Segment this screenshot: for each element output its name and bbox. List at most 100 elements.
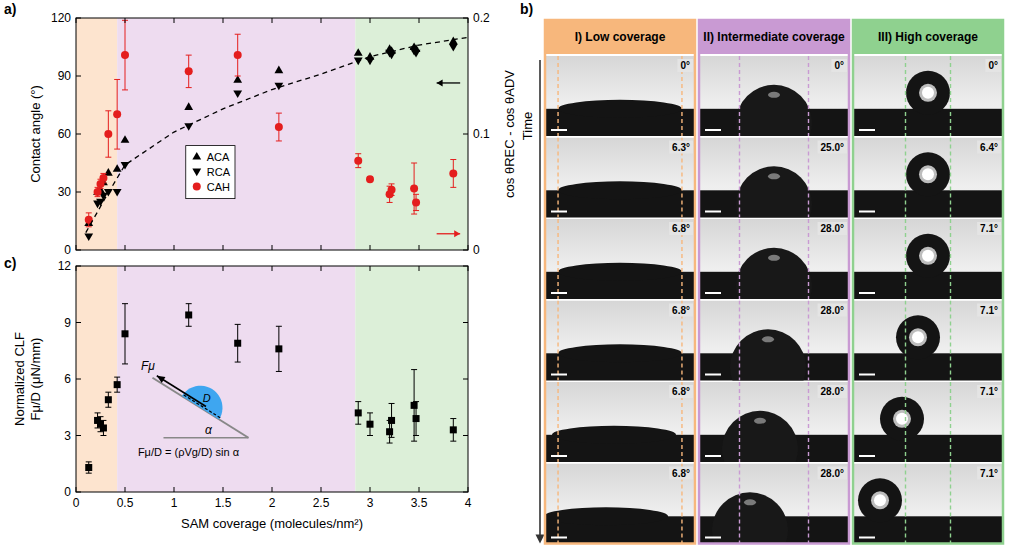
point	[387, 52, 396, 60]
point	[275, 123, 283, 131]
x-tick	[272, 266, 273, 271]
tilt-angle-patch	[818, 304, 847, 317]
x-tick	[174, 487, 175, 492]
x-tick	[223, 245, 224, 250]
droplet	[906, 234, 950, 278]
error-bar	[122, 20, 128, 90]
tilt-angle-patch	[677, 59, 693, 72]
legend-marker	[192, 169, 201, 177]
droplet	[896, 315, 940, 359]
time-arrow-head	[536, 535, 545, 544]
reference-line	[905, 301, 906, 381]
tilt-angle: 7.1°	[980, 223, 998, 234]
x-tick	[223, 487, 224, 492]
x-tick	[174, 266, 175, 271]
error-bar	[100, 173, 106, 182]
tilt-angle: 28.0°	[821, 305, 844, 316]
y-tick-label: 12	[58, 259, 72, 273]
point	[184, 102, 193, 110]
droplet-highlight	[871, 491, 889, 509]
point	[450, 426, 457, 433]
legend: ACARCACAH	[186, 146, 235, 199]
column-title: III) High coverage	[878, 30, 978, 44]
error-bar	[276, 113, 282, 141]
droplet-highlight	[874, 494, 886, 506]
droplet-highlight	[912, 331, 924, 343]
droplet-highlight	[909, 328, 927, 346]
x-tick	[370, 487, 371, 492]
scale-bar	[551, 211, 567, 213]
error-bar	[86, 462, 92, 473]
column-title: I) Low coverage	[575, 30, 666, 44]
droplet-highlight	[919, 247, 937, 265]
tilt-angle-patch	[985, 59, 1001, 72]
error-bar	[122, 304, 128, 364]
tilt-angle-patch	[818, 141, 847, 154]
droplet-highlight	[922, 87, 934, 99]
x-axis-title: SAM coverage (molecules/nm²)	[181, 516, 363, 531]
reference-line	[905, 382, 906, 462]
point	[121, 135, 130, 143]
scale-bar	[551, 537, 567, 539]
y2-tick-label: 0	[473, 243, 480, 257]
image-cell	[853, 464, 1003, 544]
y-axis-title: Fμ/D (μN/mm)	[28, 338, 43, 421]
substrate	[853, 435, 1003, 462]
x-tick	[174, 18, 175, 23]
tilt-angle-patch	[669, 467, 693, 480]
point	[113, 164, 122, 172]
column-header	[699, 20, 849, 54]
column-title: II) Intermediate coverage	[703, 30, 845, 44]
droplet	[880, 397, 924, 441]
tilt-angle: 6.8°	[672, 305, 690, 316]
point	[121, 51, 129, 59]
y-tick	[76, 435, 81, 436]
y-tick-label: 30	[58, 185, 72, 199]
point	[449, 169, 457, 177]
scale-bar	[705, 537, 721, 539]
point	[122, 330, 129, 337]
y2-tick	[463, 134, 468, 135]
reference-line	[739, 382, 740, 462]
inset-label: α	[205, 423, 213, 437]
droplet-highlight	[768, 92, 780, 98]
inset-diagram: FμDαFμ/D = (ρVg/D) sin α	[138, 359, 249, 458]
error-bar	[450, 419, 456, 442]
point	[113, 110, 121, 118]
inset-base	[163, 437, 248, 439]
x-tick-label: 4	[465, 496, 472, 510]
tilt-angle: 7.1°	[980, 386, 998, 397]
droplet	[712, 492, 788, 543]
tilt-angle: 0°	[834, 60, 844, 71]
point	[84, 233, 93, 241]
tilt-angle: 6.8°	[672, 223, 690, 234]
reference-line	[739, 464, 740, 544]
panel-letter: c)	[4, 255, 16, 271]
x-tick-label: 0	[73, 496, 80, 510]
tilt-angle-patch	[669, 222, 693, 235]
plot-area	[76, 18, 468, 250]
tilt-angle: 28.0°	[821, 223, 844, 234]
error-bar	[186, 304, 192, 327]
point	[85, 464, 92, 471]
scale-bar	[705, 374, 721, 376]
point	[354, 157, 362, 165]
legend-label: RCA	[207, 166, 231, 178]
reference-line	[808, 138, 809, 218]
droplet-highlight	[768, 173, 780, 179]
image-cell	[545, 56, 695, 136]
point	[94, 188, 102, 196]
point	[388, 186, 396, 194]
droplet	[906, 152, 950, 196]
error-bar	[355, 402, 361, 425]
error-bar	[450, 160, 456, 188]
scale-bar	[705, 292, 721, 294]
point	[105, 396, 112, 403]
droplet	[730, 329, 806, 380]
column-header	[853, 20, 1003, 54]
y-tick	[76, 192, 81, 193]
droplet-highlight	[768, 255, 780, 261]
reference-line	[739, 219, 740, 299]
image-cell	[853, 138, 1003, 218]
panel: 030609012000.10.2Contact angle (°)cos θR…	[4, 1, 517, 257]
